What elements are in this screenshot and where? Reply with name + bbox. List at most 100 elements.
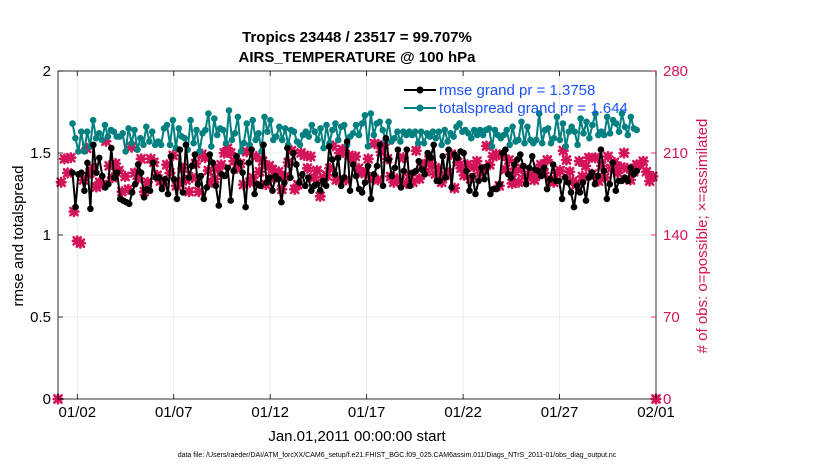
totalspread-point: [208, 143, 215, 150]
obs-marker: [125, 141, 138, 153]
totalspread-point: [148, 128, 156, 135]
obs-marker: [413, 173, 425, 185]
totalspread-point: [600, 131, 608, 139]
rmse-point: [415, 157, 423, 165]
totalspread-point: [379, 126, 387, 134]
obs-marker-shape: [416, 159, 429, 171]
obs-marker: [618, 147, 630, 159]
rmse-point: [484, 162, 491, 170]
rmse-point: [215, 202, 223, 209]
totalspread-point: [340, 121, 348, 129]
rmse-point: [188, 162, 196, 170]
rmse-point: [594, 172, 602, 180]
totalspread-point: [503, 126, 511, 134]
rmse-point: [514, 156, 521, 163]
obs-marker-shape: [365, 171, 378, 184]
totalspread-point: [119, 130, 126, 137]
totalspread-point: [131, 126, 138, 134]
rmse-point: [436, 177, 444, 185]
rmse-point: [624, 177, 632, 185]
obs-marker: [397, 152, 409, 164]
obs-marker-shape: [560, 154, 573, 166]
rmse-point: [248, 146, 255, 153]
obs-marker-shape: [359, 167, 371, 179]
totalspread-point: [417, 128, 425, 135]
legend-rmse-marker: [416, 86, 424, 94]
rmse-point: [84, 159, 91, 167]
rmse-point: [496, 180, 503, 188]
totalspread-point: [175, 125, 183, 132]
obs-marker-shape: [468, 161, 480, 173]
obs-marker: [589, 152, 601, 164]
obs-marker-shape: [541, 154, 553, 166]
obs-marker: [301, 162, 314, 174]
obs-marker: [122, 183, 134, 195]
totalspread-point: [394, 128, 401, 135]
totalspread-point: [385, 118, 392, 126]
obs-marker-shape: [314, 190, 326, 202]
obs-marker-shape: [74, 237, 87, 249]
rmse-point: [245, 159, 252, 167]
totalspread-point: [562, 143, 570, 150]
obs-marker: [368, 138, 381, 150]
obs-marker: [580, 160, 592, 172]
rmse-point: [275, 175, 282, 183]
obs-marker: [528, 174, 541, 186]
rmse-point: [600, 167, 608, 175]
totalspread-point: [589, 121, 596, 129]
totalspread-point: [438, 141, 446, 149]
rmse-point: [487, 190, 494, 198]
rmse-point: [421, 171, 429, 178]
totalspread-point: [81, 148, 88, 155]
rmse-point: [627, 164, 634, 172]
totalspread-point: [75, 148, 82, 155]
obs-marker: [640, 166, 653, 178]
rmse-point: [263, 179, 270, 186]
rmse-point: [508, 174, 515, 181]
rmse-point: [302, 182, 309, 190]
obs-marker: [81, 142, 93, 154]
obs-marker-shape: [311, 164, 323, 177]
series-layer: [52, 107, 662, 405]
obs-marker-shape: [612, 167, 624, 179]
rmse-point: [260, 141, 267, 149]
obs-marker-shape: [410, 145, 422, 157]
rmse-point: [236, 159, 243, 167]
rmse-point: [182, 141, 190, 149]
obs-marker-shape: [58, 153, 71, 165]
totalspread-point: [574, 141, 581, 149]
rmse-point: [388, 172, 396, 180]
totalspread-point: [358, 120, 366, 127]
totalspread-point: [211, 115, 218, 122]
obs-marker-shape: [109, 157, 122, 170]
totalspread-point: [98, 136, 106, 144]
totalspread-point: [544, 125, 552, 132]
obs-marker-shape: [368, 138, 381, 150]
totalspread-point: [506, 141, 513, 149]
rmse-point: [78, 169, 85, 176]
totalspread-point: [261, 113, 268, 121]
y-tick-label-left: 0.5: [30, 309, 51, 326]
rmse-point: [308, 187, 315, 194]
x-tick-label: 01/27: [541, 404, 579, 421]
rmse-point: [337, 182, 345, 190]
obs-marker-shape: [55, 176, 67, 188]
rmse-point: [266, 174, 273, 181]
obs-marker-shape: [602, 150, 614, 163]
obs-marker: [372, 174, 384, 186]
obs-marker-shape: [273, 166, 285, 178]
rmse-point: [540, 164, 548, 172]
rmse-point: [113, 169, 121, 176]
totalspread-point: [521, 139, 528, 147]
obs-marker: [116, 186, 128, 198]
totalspread-point: [193, 126, 200, 134]
obs-marker: [442, 167, 454, 179]
obs-marker-shape: [618, 147, 630, 159]
obs-marker: [241, 146, 253, 158]
obs-marker-shape: [301, 162, 314, 174]
obs-marker: [592, 175, 605, 187]
rmse-point: [191, 151, 199, 158]
obs-marker-shape: [596, 160, 608, 172]
rmse-point: [609, 159, 617, 167]
rmse-point: [293, 161, 300, 168]
